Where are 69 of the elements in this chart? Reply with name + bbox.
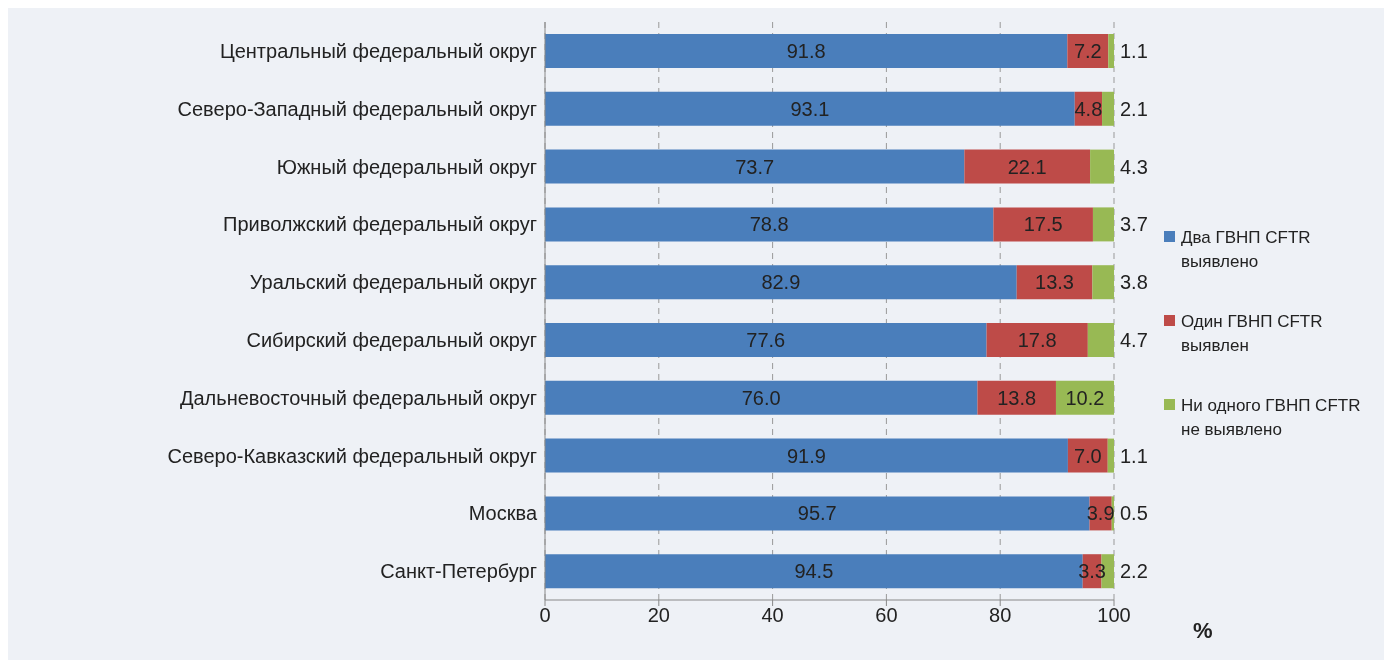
legend-label: Один ГВНП CFTR выявлен bbox=[1181, 311, 1324, 357]
data-label: 95.7 bbox=[797, 502, 837, 525]
y-tick-label: Приволжский федеральный округ bbox=[223, 213, 537, 236]
x-tick-label: 60 bbox=[875, 604, 898, 627]
data-label: 22.1 bbox=[1007, 155, 1047, 178]
data-label: 2.2 bbox=[1120, 560, 1148, 583]
data-label: 7.2 bbox=[1073, 40, 1102, 62]
bar bbox=[545, 438, 1068, 473]
data-label: 78.8 bbox=[749, 213, 789, 236]
y-tick-label: Северо-Кавказский федеральный округ bbox=[167, 444, 537, 467]
bar bbox=[986, 323, 1088, 357]
bar bbox=[545, 323, 987, 357]
data-label: 93.1 bbox=[790, 97, 830, 120]
bar bbox=[545, 34, 1068, 68]
data-label: 73.7 bbox=[735, 155, 775, 178]
bar bbox=[1107, 438, 1114, 473]
bar bbox=[977, 380, 1056, 415]
data-label: 4.3 bbox=[1120, 155, 1148, 178]
data-label: 7.0 bbox=[1073, 444, 1102, 467]
data-label: 91.8 bbox=[786, 40, 826, 62]
legend-label: Ни одного ГВНП CFTR не выявлено bbox=[1181, 395, 1362, 441]
x-axis-title: % bbox=[1193, 618, 1213, 644]
bar bbox=[1092, 207, 1114, 242]
bar bbox=[1108, 34, 1114, 68]
data-label: 13.3 bbox=[1035, 271, 1075, 294]
data-label: 91.9 bbox=[786, 444, 826, 467]
y-tick-label: Северо-Западный федеральный округ bbox=[177, 97, 537, 120]
data-label: 2.1 bbox=[1120, 97, 1148, 120]
y-tick-label: Санкт-Петербург bbox=[380, 560, 537, 583]
bar bbox=[545, 380, 978, 415]
bar bbox=[1016, 265, 1093, 300]
bar bbox=[1090, 149, 1114, 184]
data-label: 3.8 bbox=[1120, 271, 1148, 294]
bar bbox=[1102, 91, 1114, 126]
data-label: 4.7 bbox=[1120, 329, 1148, 351]
data-label: 1.1 bbox=[1120, 40, 1148, 62]
y-tick-label: Южный федеральный округ bbox=[276, 155, 537, 178]
data-label: 77.6 bbox=[746, 329, 786, 351]
bar bbox=[993, 207, 1093, 242]
x-tick-label: 100 bbox=[1097, 604, 1131, 627]
bar bbox=[964, 149, 1091, 184]
data-label: 76.0 bbox=[741, 386, 781, 409]
y-tick-label: Уральский федеральный округ bbox=[249, 271, 537, 294]
x-tick-label: 40 bbox=[761, 604, 784, 627]
y-tick-label: Москва bbox=[468, 502, 538, 525]
data-label: 82.9 bbox=[761, 271, 801, 294]
legend-label: Два ГВНП CFTR выявлено bbox=[1181, 227, 1312, 273]
data-label: 3.7 bbox=[1120, 213, 1148, 236]
data-label: 0.5 bbox=[1120, 502, 1148, 525]
bar bbox=[545, 91, 1075, 126]
data-label: 17.5 bbox=[1023, 213, 1063, 236]
bar bbox=[545, 149, 965, 184]
bar bbox=[545, 207, 994, 242]
bar bbox=[545, 265, 1017, 300]
y-tick-label: Центральный федеральный округ bbox=[219, 40, 537, 62]
data-label: 1.1 bbox=[1120, 444, 1148, 467]
x-tick-label: 0 bbox=[539, 604, 551, 627]
data-label: 10.2 bbox=[1065, 386, 1105, 409]
y-tick-label: Дальневосточный федеральный округ bbox=[179, 386, 537, 409]
bar bbox=[1087, 323, 1114, 357]
data-label: 4.8 bbox=[1074, 97, 1103, 120]
y-tick-label: Сибирский федеральный округ bbox=[246, 329, 537, 351]
data-label: 13.8 bbox=[997, 386, 1037, 409]
x-tick-label: 20 bbox=[647, 604, 670, 627]
bar bbox=[1067, 34, 1109, 68]
data-label: 17.8 bbox=[1017, 329, 1057, 351]
bar bbox=[1092, 265, 1114, 300]
x-tick-label: 80 bbox=[989, 604, 1012, 627]
data-label: 94.5 bbox=[794, 560, 834, 583]
